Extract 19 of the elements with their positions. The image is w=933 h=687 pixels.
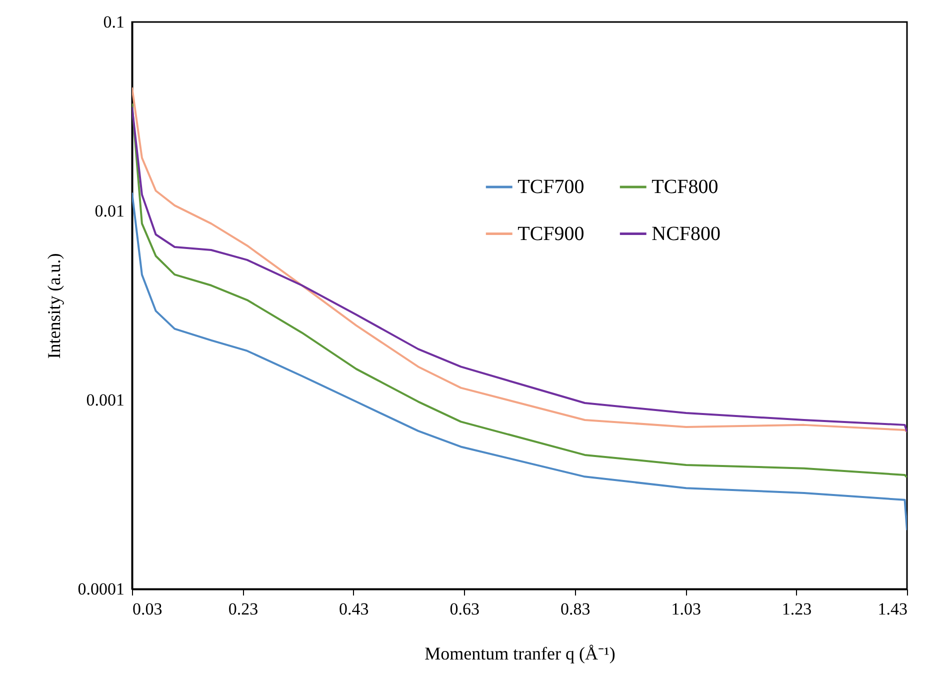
x-axis-title: Momentum tranfer q (Å⁻¹)	[424, 644, 616, 664]
y-tick-label: 0.01	[94, 202, 124, 220]
legend-label: NCF800	[652, 222, 721, 245]
y-tick-label: 0.0001	[78, 580, 124, 598]
legend-label: TCF900	[518, 222, 584, 245]
x-tick-label: 0.83	[560, 600, 590, 618]
legend-label: TCF800	[652, 176, 718, 198]
x-tick-label: 1.03	[671, 600, 701, 618]
y-tick-label: 0.1	[103, 12, 124, 32]
x-tick-label: 0.63	[450, 600, 480, 618]
x-tick-label: 0.03	[132, 600, 162, 618]
x-tick-label: 1.23	[782, 600, 812, 618]
y-axis-title: Intensity (a.u.)	[44, 253, 64, 359]
x-tick-label: 1.43	[878, 600, 908, 618]
legend-label: TCF700	[518, 176, 584, 198]
x-tick-label: 0.43	[339, 600, 369, 618]
y-tick-label: 0.001	[86, 390, 124, 410]
line-series	[132, 192, 907, 532]
x-tick-label: 0.23	[228, 600, 258, 618]
